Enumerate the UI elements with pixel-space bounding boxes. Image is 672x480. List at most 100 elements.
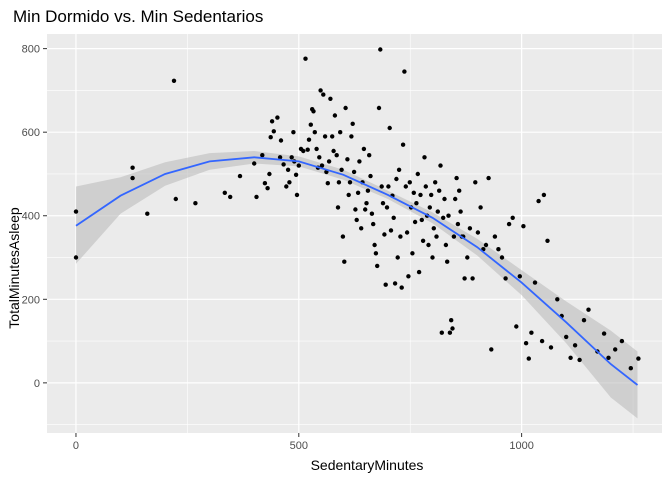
data-point	[388, 228, 394, 233]
data-point	[564, 334, 569, 340]
data-point	[438, 163, 443, 168]
data-point	[636, 356, 641, 361]
data-point	[303, 56, 308, 61]
data-point	[314, 146, 319, 152]
data-point	[380, 201, 386, 206]
data-point	[441, 215, 446, 220]
data-point	[523, 341, 529, 346]
data-point	[423, 184, 428, 189]
data-point	[496, 247, 501, 252]
data-point	[486, 175, 491, 181]
data-point	[321, 92, 326, 97]
data-point	[529, 330, 534, 335]
data-point	[433, 180, 438, 185]
data-point	[347, 180, 353, 185]
data-point	[371, 221, 376, 227]
data-point	[536, 198, 541, 204]
data-point	[277, 155, 283, 160]
data-point	[539, 338, 545, 344]
data-point	[386, 184, 391, 189]
data-point	[434, 234, 439, 239]
data-point	[601, 331, 607, 336]
data-point	[581, 318, 587, 323]
data-point	[373, 251, 379, 256]
data-point	[322, 134, 328, 139]
y-axis-title: TotalMinutesAsleep	[6, 207, 22, 329]
data-point	[365, 188, 371, 193]
data-point	[343, 105, 348, 111]
data-point	[193, 201, 198, 206]
plot-panel	[47, 34, 662, 433]
data-point	[306, 137, 312, 142]
data-point	[367, 153, 372, 158]
y-tick-label: 200	[22, 294, 40, 306]
data-point	[305, 147, 310, 152]
data-point	[418, 192, 423, 198]
x-tick-label: 1000	[509, 440, 533, 452]
data-point	[346, 192, 351, 198]
data-point	[399, 285, 404, 290]
data-point	[396, 167, 402, 172]
data-point	[372, 242, 377, 248]
data-point	[145, 211, 150, 216]
data-point	[443, 242, 449, 248]
data-point	[73, 209, 79, 214]
data-point	[416, 269, 422, 275]
data-point	[308, 122, 313, 127]
data-point	[319, 163, 325, 168]
data-point	[267, 171, 272, 177]
data-point	[376, 105, 382, 111]
data-point	[354, 217, 359, 223]
data-point	[447, 330, 453, 335]
data-point	[492, 234, 498, 239]
data-point	[289, 155, 294, 160]
data-point	[473, 180, 478, 185]
data-point	[330, 134, 335, 139]
data-point	[237, 173, 243, 179]
data-point	[419, 217, 424, 223]
data-point	[340, 234, 346, 239]
data-points	[73, 47, 641, 371]
data-point	[368, 173, 373, 179]
y-tick-label: 400	[22, 211, 40, 223]
data-point	[338, 130, 343, 135]
data-point	[404, 230, 410, 235]
x-axis-title: SedentaryMinutes	[311, 457, 424, 473]
data-point	[526, 356, 531, 361]
data-point	[281, 162, 286, 167]
data-point	[318, 88, 323, 93]
data-point	[427, 205, 432, 210]
data-point	[171, 78, 177, 84]
data-point	[384, 205, 390, 210]
data-point	[325, 181, 330, 186]
y-tick-label: 800	[22, 44, 40, 56]
data-point	[293, 172, 299, 177]
y-axis-ticks: 0 200 400 600 800	[22, 44, 47, 390]
data-point	[414, 201, 419, 206]
y-tick-label: 600	[22, 127, 40, 139]
data-point	[628, 366, 633, 371]
data-point	[359, 226, 364, 231]
data-point	[431, 226, 436, 231]
data-point	[586, 307, 591, 312]
data-point	[369, 211, 375, 216]
data-point	[357, 159, 362, 164]
data-point	[402, 69, 407, 74]
data-point	[435, 209, 440, 214]
data-point	[312, 130, 317, 135]
smooth-trend-line	[75, 156, 639, 386]
data-point	[403, 184, 408, 189]
data-point	[334, 153, 339, 158]
data-point	[454, 175, 459, 181]
data-point	[453, 196, 458, 202]
data-point	[499, 255, 505, 260]
data-point	[555, 297, 560, 302]
data-point	[228, 194, 233, 200]
data-point	[415, 171, 420, 177]
data-point	[457, 188, 462, 193]
data-point	[332, 113, 338, 118]
data-point	[446, 213, 451, 218]
data-point	[489, 347, 494, 352]
data-point	[287, 180, 292, 185]
data-point	[349, 134, 354, 139]
